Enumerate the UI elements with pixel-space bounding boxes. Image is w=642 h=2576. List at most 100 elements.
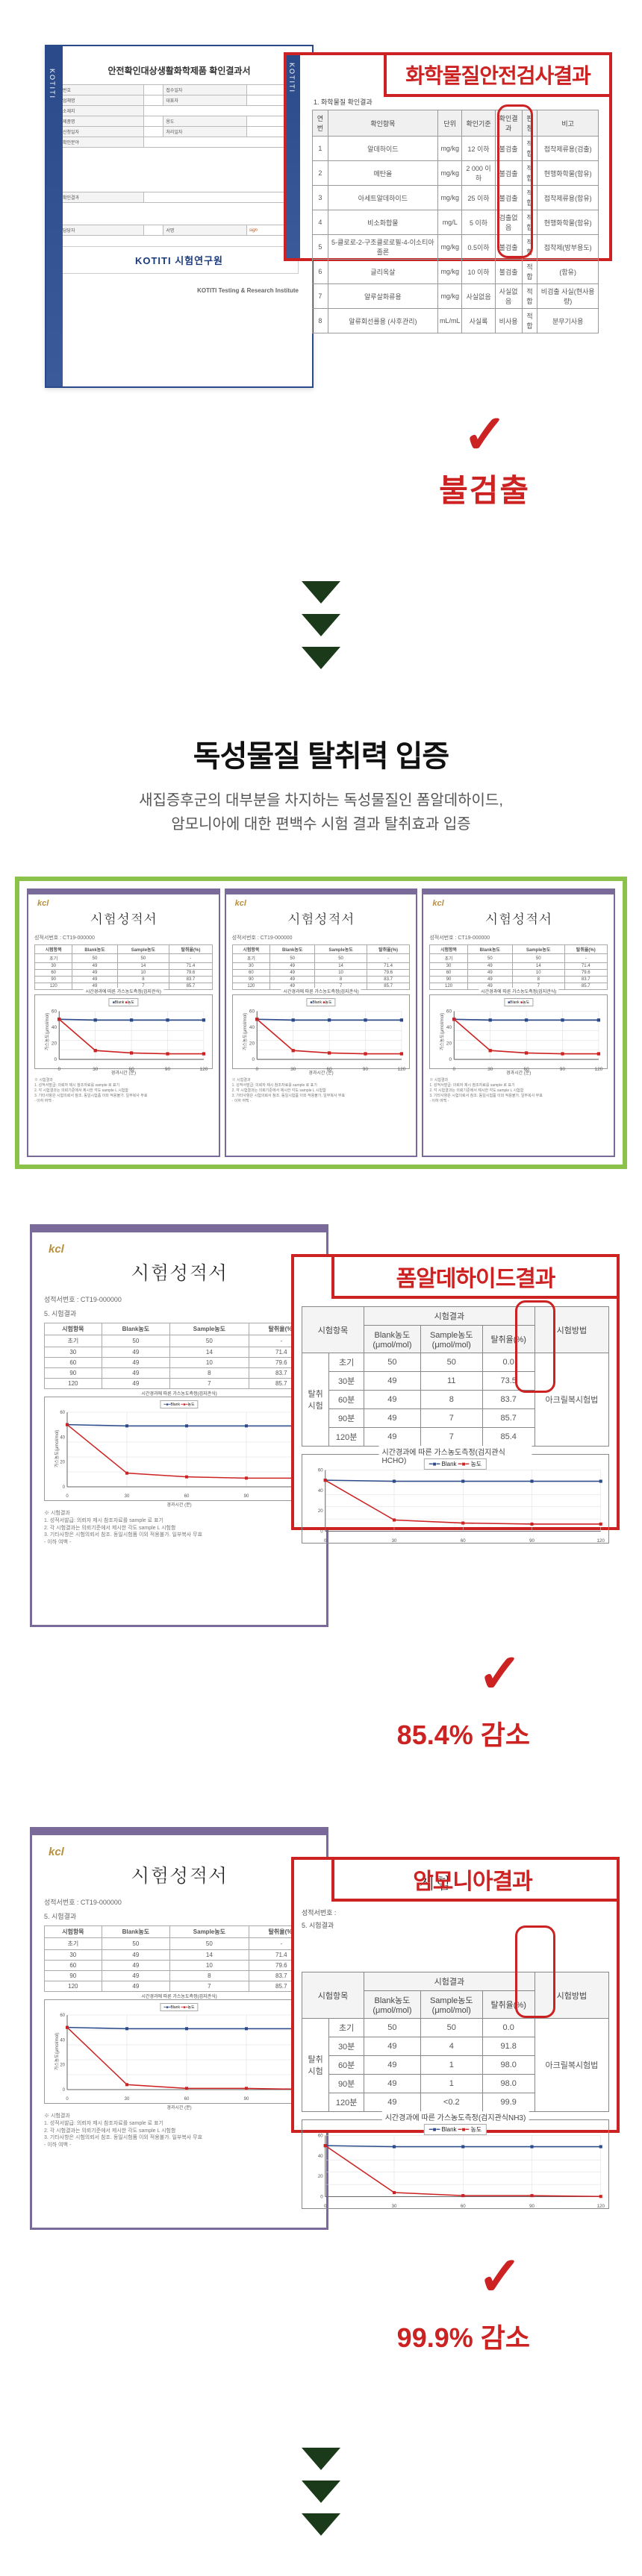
svg-text:0: 0 <box>57 1067 60 1072</box>
svg-text:60: 60 <box>52 1009 57 1015</box>
formaldehyde-result: 85.4% 감소 <box>30 1714 530 1752</box>
sn-row: 성적서번호 : <box>302 1908 609 1917</box>
svg-text:40: 40 <box>52 1025 57 1030</box>
svg-text:90: 90 <box>529 2204 535 2209</box>
svg-text:60: 60 <box>318 1468 323 1473</box>
svg-text:40: 40 <box>318 2154 323 2159</box>
svg-text:30: 30 <box>392 2204 397 2209</box>
safety-certificate-doc: KOTITI 안전확인대상생활화학제품 확인결과서 번호접수일자 업체명대표자 … <box>45 45 314 388</box>
svg-text:60: 60 <box>249 1009 255 1015</box>
svg-text:30: 30 <box>487 1067 493 1072</box>
deodorization-heading-section: 독성물질 탈취력 입증 새집증후군의 대부분을 차지하는 독성물질인 폼알데하이… <box>0 709 642 859</box>
formaldehyde-chart: 시간경과에 따른 가스농도측정(검지관식HCHO) ━■━ Blank ━■━ … <box>302 1454 609 1544</box>
svg-text:30: 30 <box>290 1067 296 1072</box>
svg-text:90: 90 <box>560 1067 566 1072</box>
svg-text:60: 60 <box>184 1494 190 1499</box>
formaldehyde-report-doc: kcl시험성적서성적서번호 : CT19-0000005. 시험결과시험항목Bl… <box>30 1224 328 1627</box>
section-label: 5. 시험결과 <box>302 1920 609 1930</box>
chart-legend: ━■━ Blank ━■━ 농도 <box>424 1458 487 1470</box>
section-subtext-1: 새집증후군의 대부분을 차지하는 독성물질인 폼알데하이드, <box>30 789 612 812</box>
checkmark-icon: ✓ <box>45 403 508 466</box>
down-arrows-1 <box>0 526 642 709</box>
checkmark-icon-2: ✓ <box>30 1642 523 1705</box>
svg-text:0: 0 <box>320 1529 323 1535</box>
ammonia-section: kcl시험성적서성적서번호 : CT19-0000005. 시험결과시험항목Bl… <box>0 1790 642 2392</box>
doc-title: 안전확인대상생활화학제품 확인결과서 <box>60 64 299 77</box>
svg-text:0: 0 <box>255 1067 258 1072</box>
svg-text:20: 20 <box>60 2063 65 2068</box>
svg-text:40: 40 <box>446 1025 452 1030</box>
svg-text:120: 120 <box>595 1067 603 1072</box>
ammonia-table: 시험항목시험결과시험방법Blank농도(μmol/mol)Sample농도(μm… <box>302 1972 609 2112</box>
svg-text:60: 60 <box>60 1411 65 1415</box>
svg-text:20: 20 <box>318 2174 323 2179</box>
ammonia-result: 99.9% 감소 <box>30 2316 530 2355</box>
section-subtext-2: 암모니아에 대한 편백수 시험 결과 탈취효과 입증 <box>30 812 612 836</box>
svg-text:20: 20 <box>446 1041 452 1047</box>
svg-text:0: 0 <box>320 2195 323 2200</box>
section-heading: 독성물질 탈취력 입증 <box>30 732 612 775</box>
svg-text:60: 60 <box>318 2134 323 2139</box>
ammonia-callout: 시험암모니아결과 성적서번호 : 5. 시험결과 시험항목시험결과시험방법Bla… <box>291 1857 620 2133</box>
ammonia-report-doc: kcl시험성적서성적서번호 : CT19-0000005. 시험결과시험항목Bl… <box>30 1827 328 2230</box>
svg-text:60: 60 <box>461 1538 466 1544</box>
kotiti-vertical: KOTITI <box>49 69 56 99</box>
svg-text:0: 0 <box>66 1494 69 1499</box>
callout-blue-sidebar: KOTITI <box>287 55 300 258</box>
svg-text:40: 40 <box>60 1435 65 1440</box>
three-reports-greenbox: kcl시험성적서성적서번호 : CT19-000000시험항목Blank농도Sa… <box>15 877 627 1169</box>
svg-text:20: 20 <box>249 1041 255 1047</box>
kotiti-logo-box: KOTITI 시험연구원 <box>60 246 299 274</box>
svg-text:0: 0 <box>252 1057 255 1062</box>
svg-text:40: 40 <box>60 2038 65 2043</box>
doc-info-table: 번호접수일자 업체명대표자 소재지 제품명용도 신청일자처리일자 확인분야 확인… <box>60 84 299 236</box>
formaldehyde-title: 폼알데하이드결과 <box>331 1254 620 1299</box>
svg-text:0: 0 <box>63 2088 66 2093</box>
svg-text:120: 120 <box>397 1067 405 1072</box>
svg-text:90: 90 <box>244 2097 249 2102</box>
kotiti-subtitle: KOTITI Testing & Research Institute <box>60 287 299 294</box>
svg-text:30: 30 <box>125 2097 130 2102</box>
svg-text:90: 90 <box>244 1494 249 1499</box>
svg-text:0: 0 <box>66 2097 69 2102</box>
svg-text:90: 90 <box>165 1067 171 1072</box>
mini-report-1: kcl시험성적서성적서번호 : CT19-000000시험항목Blank농도Sa… <box>225 889 418 1157</box>
svg-text:0: 0 <box>324 1538 327 1544</box>
svg-text:120: 120 <box>597 1538 605 1544</box>
svg-text:40: 40 <box>249 1025 255 1030</box>
down-arrows-2 <box>0 2392 642 2576</box>
chart-title-2: 시간경과에 따른 가스농도측정(검지관식NH3) <box>382 2111 529 2122</box>
svg-text:40: 40 <box>318 1488 323 1494</box>
formaldehyde-section: kcl시험성적서성적서번호 : CT19-0000005. 시험결과시험항목Bl… <box>0 1187 642 1790</box>
callout-title: 화학물질안전검사결과 <box>384 52 612 97</box>
svg-text:120: 120 <box>200 1067 208 1072</box>
mini-report-0: kcl시험성적서성적서번호 : CT19-000000시험항목Blank농도Sa… <box>27 889 220 1157</box>
svg-text:20: 20 <box>52 1041 57 1047</box>
svg-text:60: 60 <box>446 1009 452 1015</box>
svg-text:90: 90 <box>363 1067 369 1072</box>
not-detected-label: 불검출 <box>45 466 530 511</box>
kotiti-vertical-2: KOTITI <box>288 63 296 93</box>
svg-text:0: 0 <box>453 1067 456 1072</box>
svg-text:60: 60 <box>60 2014 65 2018</box>
svg-text:30: 30 <box>125 1494 130 1499</box>
svg-text:60: 60 <box>461 2204 466 2209</box>
svg-text:0: 0 <box>449 1057 452 1062</box>
checkmark-icon-3: ✓ <box>30 2245 523 2307</box>
chemical-results-table: 연번확인항목단위확인기준확인결과판정비고1알데하이드mg/kg12 이하불검출적… <box>312 110 599 333</box>
svg-text:90: 90 <box>529 1538 535 1544</box>
svg-text:30: 30 <box>93 1067 99 1072</box>
svg-text:30: 30 <box>392 1538 397 1544</box>
svg-text:60: 60 <box>184 2097 190 2102</box>
table-caption: 1. 화학물질 확인결과 <box>314 97 602 107</box>
chemical-safety-section: KOTITI 안전확인대상생활화학제품 확인결과서 번호접수일자 업체명대표자 … <box>0 0 642 526</box>
kotiti-name: KOTITI 시험연구원 <box>66 253 292 267</box>
ammonia-title: 시험암모니아결과 <box>331 1857 620 1902</box>
formaldehyde-table: 시험항목시험결과시험방법Blank농도(μmol/mol)Sample농도(μm… <box>302 1306 609 1447</box>
chart-legend-2: ━■━ Blank ━■━ 농도 <box>424 2124 487 2135</box>
svg-text:0: 0 <box>54 1057 57 1062</box>
svg-text:120: 120 <box>597 2204 605 2209</box>
chemical-result-callout: KOTITI 화학물질안전검사결과 1. 화학물질 확인결과 연번확인항목단위확… <box>284 52 612 261</box>
svg-text:0: 0 <box>63 1485 66 1490</box>
svg-text:20: 20 <box>60 1461 65 1465</box>
